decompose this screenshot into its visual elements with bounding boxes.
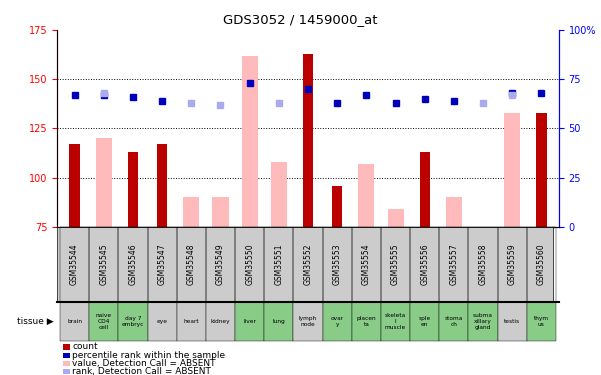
Bar xyxy=(177,227,206,302)
Text: percentile rank within the sample: percentile rank within the sample xyxy=(72,351,225,360)
Bar xyxy=(206,302,235,341)
Bar xyxy=(147,302,177,341)
Bar xyxy=(498,302,527,341)
Bar xyxy=(504,112,520,227)
Bar xyxy=(527,302,556,341)
Text: GSM35544: GSM35544 xyxy=(70,244,79,285)
Text: testis: testis xyxy=(504,319,520,324)
Text: lymph
node: lymph node xyxy=(299,316,317,327)
Bar xyxy=(157,144,167,227)
Bar xyxy=(89,302,118,341)
Text: GSM35555: GSM35555 xyxy=(391,244,400,285)
Bar xyxy=(352,227,381,302)
Text: GSM35548: GSM35548 xyxy=(187,244,196,285)
Bar xyxy=(242,56,258,227)
Text: GSM35546: GSM35546 xyxy=(129,244,138,285)
Bar xyxy=(89,227,118,302)
Bar xyxy=(381,302,410,341)
Bar xyxy=(498,227,527,302)
Text: liver: liver xyxy=(243,319,256,324)
Bar xyxy=(469,227,498,302)
Bar xyxy=(419,152,430,227)
Bar xyxy=(352,302,381,341)
Bar xyxy=(128,152,138,227)
Bar xyxy=(332,186,343,227)
Text: count: count xyxy=(72,342,98,351)
Bar xyxy=(96,138,112,227)
Bar xyxy=(293,302,323,341)
Bar xyxy=(410,302,439,341)
Bar xyxy=(206,227,235,302)
Text: GSM35545: GSM35545 xyxy=(99,244,108,285)
Bar xyxy=(213,197,228,227)
Text: GSM35551: GSM35551 xyxy=(274,244,283,285)
Bar xyxy=(177,302,206,341)
Text: ovar
y: ovar y xyxy=(331,316,344,327)
Bar xyxy=(118,227,147,302)
Text: tissue ▶: tissue ▶ xyxy=(17,317,54,326)
Bar xyxy=(381,227,410,302)
Text: GSM35550: GSM35550 xyxy=(245,244,254,285)
Bar xyxy=(536,112,546,227)
Text: value, Detection Call = ABSENT: value, Detection Call = ABSENT xyxy=(72,359,216,368)
Text: day 7
embryc: day 7 embryc xyxy=(122,316,144,327)
Bar xyxy=(446,197,462,227)
Bar xyxy=(469,302,498,341)
Bar xyxy=(118,302,147,341)
Bar xyxy=(323,302,352,341)
Text: sple
en: sple en xyxy=(418,316,431,327)
Bar xyxy=(323,227,352,302)
Text: heart: heart xyxy=(183,319,199,324)
Bar xyxy=(271,162,287,227)
Bar xyxy=(60,227,89,302)
Text: rank, Detection Call = ABSENT: rank, Detection Call = ABSENT xyxy=(72,367,211,375)
Text: eye: eye xyxy=(157,319,168,324)
Text: naive
CD4
cell: naive CD4 cell xyxy=(96,313,112,330)
Bar xyxy=(358,164,374,227)
Bar xyxy=(70,144,80,227)
Text: stoma
ch: stoma ch xyxy=(445,316,463,327)
Text: GSM35560: GSM35560 xyxy=(537,244,546,285)
Bar xyxy=(264,227,293,302)
Text: subma
xillary
gland: subma xillary gland xyxy=(473,313,493,330)
Text: GSM35558: GSM35558 xyxy=(478,244,487,285)
Text: GSM35553: GSM35553 xyxy=(333,244,342,285)
Text: GSM35552: GSM35552 xyxy=(304,244,313,285)
Text: skeleta
l
muscle: skeleta l muscle xyxy=(385,313,406,330)
Bar xyxy=(60,302,89,341)
Text: placen
ta: placen ta xyxy=(356,316,376,327)
Bar xyxy=(183,197,200,227)
Text: thym
us: thym us xyxy=(534,316,549,327)
Bar xyxy=(439,227,469,302)
Text: GSM35559: GSM35559 xyxy=(508,244,517,285)
Bar xyxy=(303,54,313,227)
Bar xyxy=(147,227,177,302)
Text: lung: lung xyxy=(272,319,285,324)
Bar xyxy=(264,302,293,341)
Text: GSM35556: GSM35556 xyxy=(420,244,429,285)
Bar xyxy=(235,227,264,302)
Bar xyxy=(439,302,469,341)
Bar xyxy=(388,209,403,227)
Bar xyxy=(235,302,264,341)
Text: GSM35557: GSM35557 xyxy=(450,244,459,285)
Bar xyxy=(293,227,323,302)
Text: GSM35554: GSM35554 xyxy=(362,244,371,285)
Text: GSM35547: GSM35547 xyxy=(157,244,166,285)
Text: brain: brain xyxy=(67,319,82,324)
Text: GDS3052 / 1459000_at: GDS3052 / 1459000_at xyxy=(223,13,378,26)
Bar xyxy=(410,227,439,302)
Text: GSM35549: GSM35549 xyxy=(216,244,225,285)
Bar xyxy=(527,227,556,302)
Text: kidney: kidney xyxy=(211,319,230,324)
